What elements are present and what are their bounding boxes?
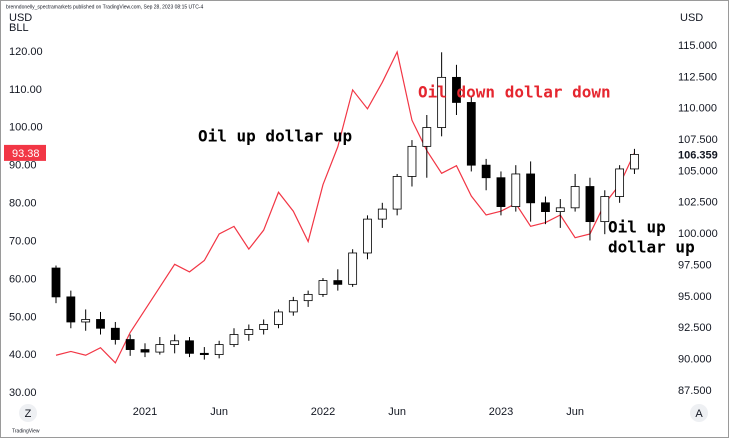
- button-label[interactable]: A: [695, 408, 703, 420]
- y-tick-label: 90.00: [9, 160, 37, 172]
- annotation: Oil up dollar up: [198, 127, 352, 146]
- y2-tick-label: 110.000: [678, 103, 717, 115]
- candle-body: [437, 76, 447, 128]
- candle-body: [392, 176, 402, 210]
- annotation: dollar up: [608, 238, 695, 257]
- candle-body: [333, 280, 343, 285]
- candle-body: [452, 76, 461, 103]
- header: brenndonelly_spectramarkets published on…: [6, 4, 203, 10]
- y2-tick-label: 90.000: [678, 354, 712, 366]
- x-tick-label: 2022: [311, 406, 335, 418]
- annotation: Oil up: [608, 218, 666, 237]
- candle-body: [377, 208, 387, 220]
- y-tick-label: 110.00: [9, 84, 42, 96]
- candle-body: [615, 168, 625, 197]
- y2-tick-label: 102.500: [678, 197, 718, 209]
- button-label[interactable]: Z: [25, 408, 32, 420]
- candle-body: [155, 344, 165, 353]
- candle-body: [585, 186, 595, 223]
- candle-body: [496, 177, 506, 207]
- candle-body: [110, 327, 120, 340]
- y-tick-label: 80.00: [9, 198, 37, 210]
- y-tick-label: 60.00: [9, 273, 37, 285]
- candle-body: [125, 339, 135, 350]
- candle-body: [96, 319, 105, 329]
- candle-body: [170, 340, 180, 345]
- y2-tick-label: 95.000: [678, 291, 712, 303]
- candle-body: [66, 296, 76, 323]
- candle-body: [466, 102, 476, 166]
- candle-body: [318, 280, 328, 295]
- candle-body: [140, 349, 150, 353]
- y2-tick-label: 100.000: [678, 228, 718, 240]
- last-value-label: 93.38: [12, 148, 40, 160]
- y2-tick-label: 112.500: [678, 71, 717, 83]
- y2-tick-label: 97.500: [678, 259, 712, 271]
- candle-body: [348, 252, 358, 285]
- x-tick-label: 2021: [133, 406, 157, 418]
- y-tick-label: 120.00: [9, 46, 43, 58]
- x-tick-label: 2023: [489, 406, 513, 418]
- candle-body: [303, 293, 313, 302]
- y2-tick-label: 92.500: [678, 322, 712, 334]
- candle-body: [288, 300, 298, 313]
- y2-axis-label: USD: [680, 12, 703, 24]
- candle-body: [363, 218, 372, 254]
- candle-body: [511, 173, 521, 207]
- brand: TradingView: [12, 428, 40, 434]
- last-value-box: [4, 144, 46, 161]
- candle-body: [199, 352, 209, 355]
- candle-body: [274, 311, 283, 325]
- button[interactable]: [690, 404, 708, 422]
- candle-body: [555, 207, 565, 212]
- candle-body: [259, 324, 269, 330]
- candle-body: [600, 196, 610, 223]
- y-tick-label: 40.00: [9, 349, 37, 361]
- candle-body: [526, 173, 536, 204]
- candle-body: [407, 145, 417, 177]
- candle-body: [481, 164, 491, 179]
- x-tick-label: Jun: [388, 406, 406, 418]
- candle-body: [51, 267, 61, 298]
- y-tick-label: 30.00: [9, 387, 37, 399]
- candle-body: [229, 334, 239, 345]
- last-value-label: 106.359: [678, 149, 718, 161]
- y2-tick-label: 115.000: [678, 40, 717, 52]
- y-axis-label: USD: [9, 12, 32, 24]
- y2-tick-label: 87.500: [678, 385, 712, 397]
- candle-body: [81, 319, 91, 323]
- y-tick-label: 100.00: [9, 122, 43, 134]
- y-axis-label: BLL: [9, 22, 29, 34]
- candle-body: [244, 329, 254, 335]
- y-tick-label: 70.00: [9, 235, 37, 247]
- y-tick-label: 50.00: [9, 311, 37, 323]
- candle-body: [570, 186, 580, 209]
- candle-body: [214, 344, 224, 355]
- candle-body: [422, 127, 432, 147]
- x-tick-label: Jun: [210, 406, 228, 418]
- x-tick-label: Jun: [566, 406, 584, 418]
- oil-line: [55, 50, 635, 364]
- candle-body: [630, 154, 639, 170]
- y2-tick-label: 107.500: [678, 134, 718, 146]
- candle-body: [185, 340, 194, 354]
- candle-body: [541, 202, 550, 212]
- button[interactable]: [19, 404, 37, 422]
- annotation: Oil down dollar down: [418, 83, 611, 102]
- y2-tick-label: 105.000: [678, 165, 718, 177]
